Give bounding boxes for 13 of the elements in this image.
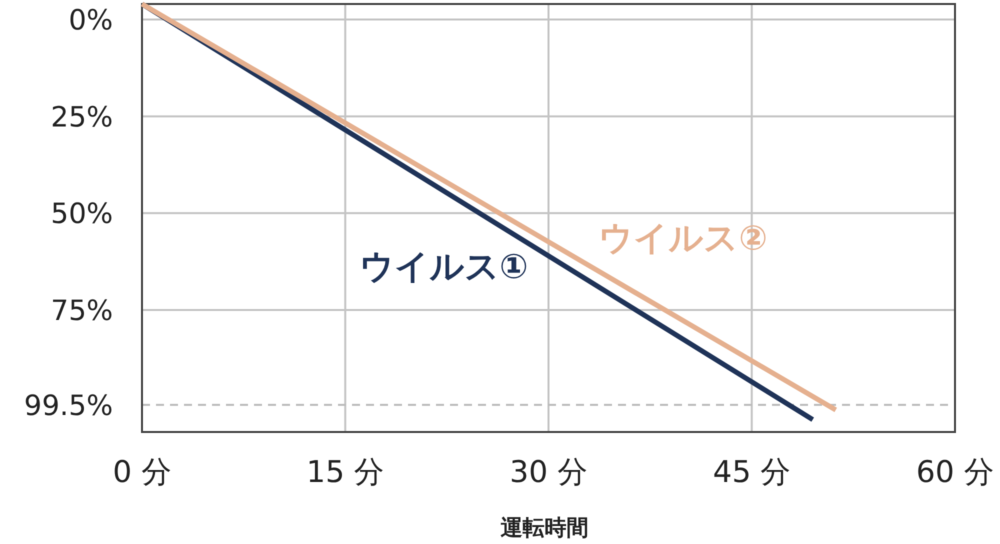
x-tick-label: 30 分 (510, 455, 588, 490)
y-tick-label: 99.5% (24, 388, 113, 422)
x-tick-label: 15 分 (306, 455, 384, 490)
x-tick-label: 0 分 (112, 455, 172, 490)
y-tick-label: 75% (50, 294, 113, 327)
x-tick-label: 45 分 (712, 455, 791, 490)
series-label: ウイルス① (359, 247, 528, 288)
y-tick-label: 50% (50, 197, 113, 230)
x-tick-label: 60 分 (916, 455, 994, 490)
series-label: ウイルス② (598, 218, 768, 259)
x-axis-title: 運転時間 (500, 516, 588, 541)
y-tick-label: 25% (50, 100, 113, 134)
y-tick-label: 0% (68, 3, 113, 36)
